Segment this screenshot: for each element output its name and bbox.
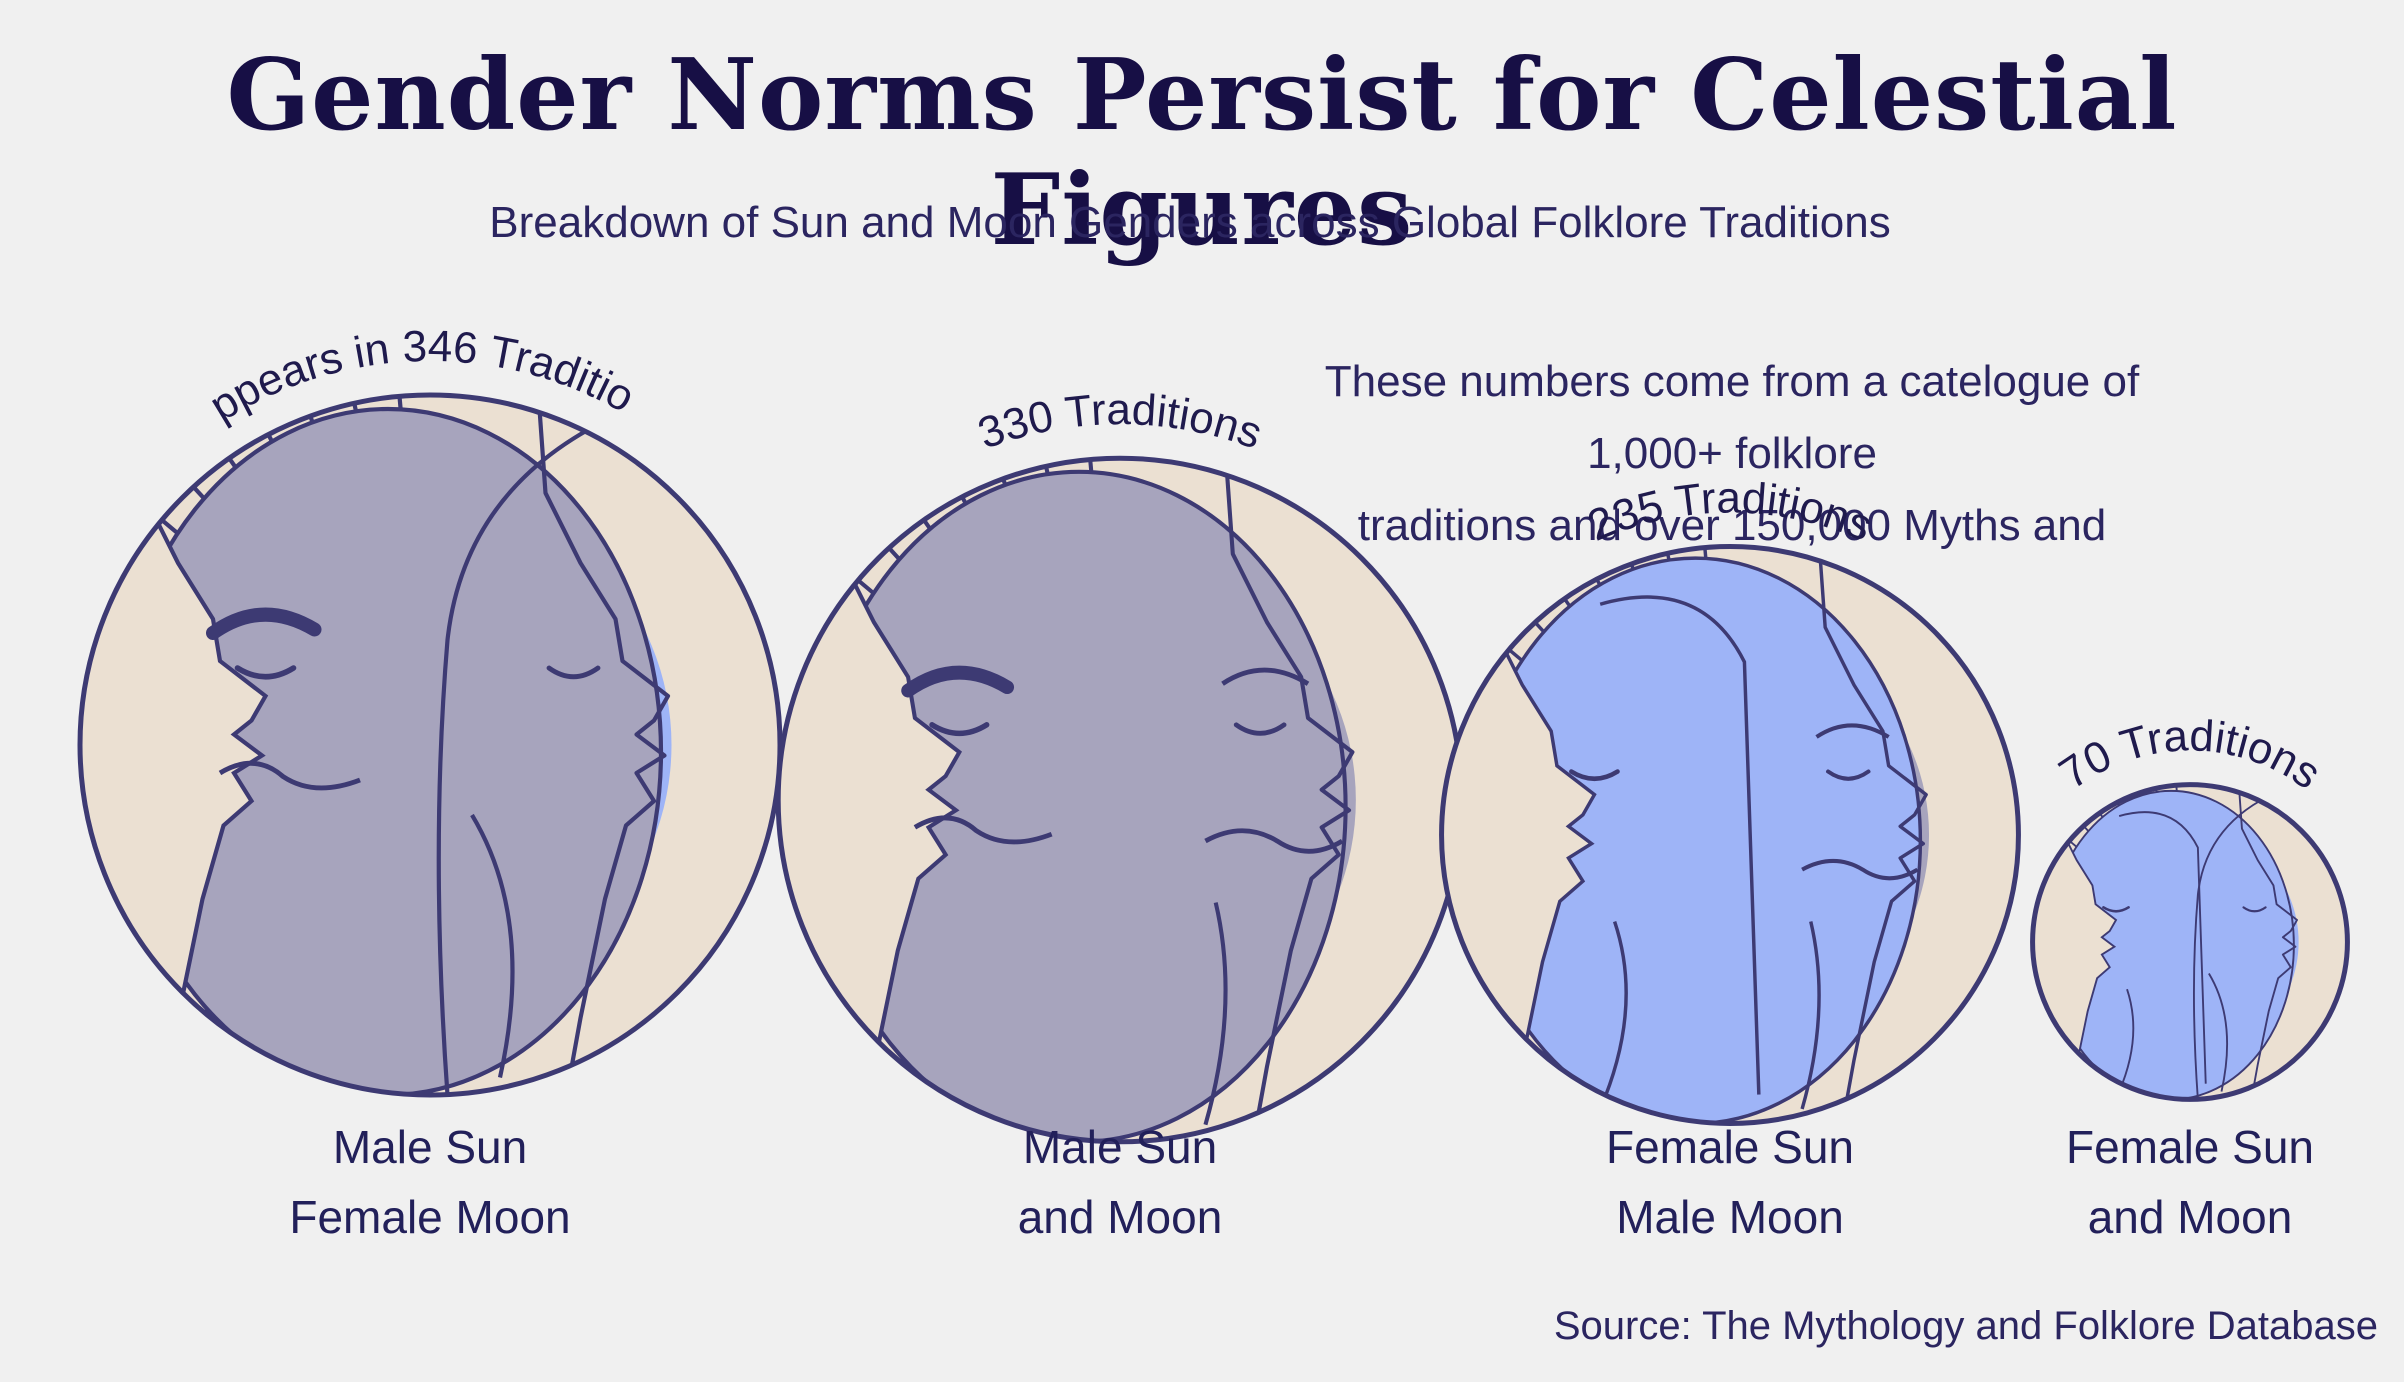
category-label: Female Sun and Moon	[1980, 1112, 2400, 1252]
bubble-value-label: 330 Traditions	[972, 385, 1268, 458]
bubble-2: 330 Traditions	[775, 385, 1465, 1145]
category-label-line-2: and Moon	[2087, 1191, 2293, 1243]
chart-subtitle: Breakdown of Sun and Moon Genders across…	[489, 198, 1891, 247]
bubble-value-label: Appears in 346 Traditions	[0, 0, 643, 431]
bubble-value-label: 235 Traditions	[1581, 474, 1879, 551]
bubble-outline	[2030, 782, 2350, 1102]
category-label-line-2: Female Moon	[289, 1191, 571, 1243]
chart-title: Gender Norms Persist for Celestial Figur…	[226, 38, 2178, 268]
sun-figure	[778, 458, 1348, 1142]
category-label-line-2: Male Moon	[1616, 1191, 1844, 1243]
moon-figure	[2193, 784, 2298, 1100]
moon-figure	[1800, 546, 1928, 1124]
source-note: Source: The Mythology and Folklore Datab…	[1553, 1304, 2378, 1348]
bubble-outline	[77, 392, 783, 1098]
moon-figure	[436, 395, 671, 1095]
category-label-line-1: Male Sun	[1022, 1121, 1218, 1173]
sun-figure	[2032, 784, 2295, 1100]
bubble-4: 70 Traditions	[2030, 711, 2350, 1102]
bubble-3: 235 Traditions	[1439, 474, 2021, 1126]
bubble-1: Appears in 346 Traditions	[0, 0, 783, 1098]
category-label-line-1: Female Sun	[2065, 1121, 2314, 1173]
sun-figure	[1441, 546, 1923, 1124]
sun-figure	[80, 395, 664, 1095]
bubble-outline	[1439, 544, 2021, 1126]
category-label-line-1: Male Sun	[332, 1121, 528, 1173]
data-note: These numbers come from a catelogue of 1…	[1262, 346, 2202, 634]
category-label-line-2: and Moon	[1017, 1191, 1223, 1243]
category-label-line-1: Female Sun	[1605, 1121, 1854, 1173]
category-label: Male Sun and Moon	[910, 1112, 1330, 1252]
data-note-line-1: These numbers come from a catelogue of 1…	[1324, 357, 2140, 478]
category-label: Female Sun Male Moon	[1520, 1112, 1940, 1252]
category-label: Male Sun Female Moon	[220, 1112, 640, 1252]
moon-figure	[1203, 458, 1355, 1142]
